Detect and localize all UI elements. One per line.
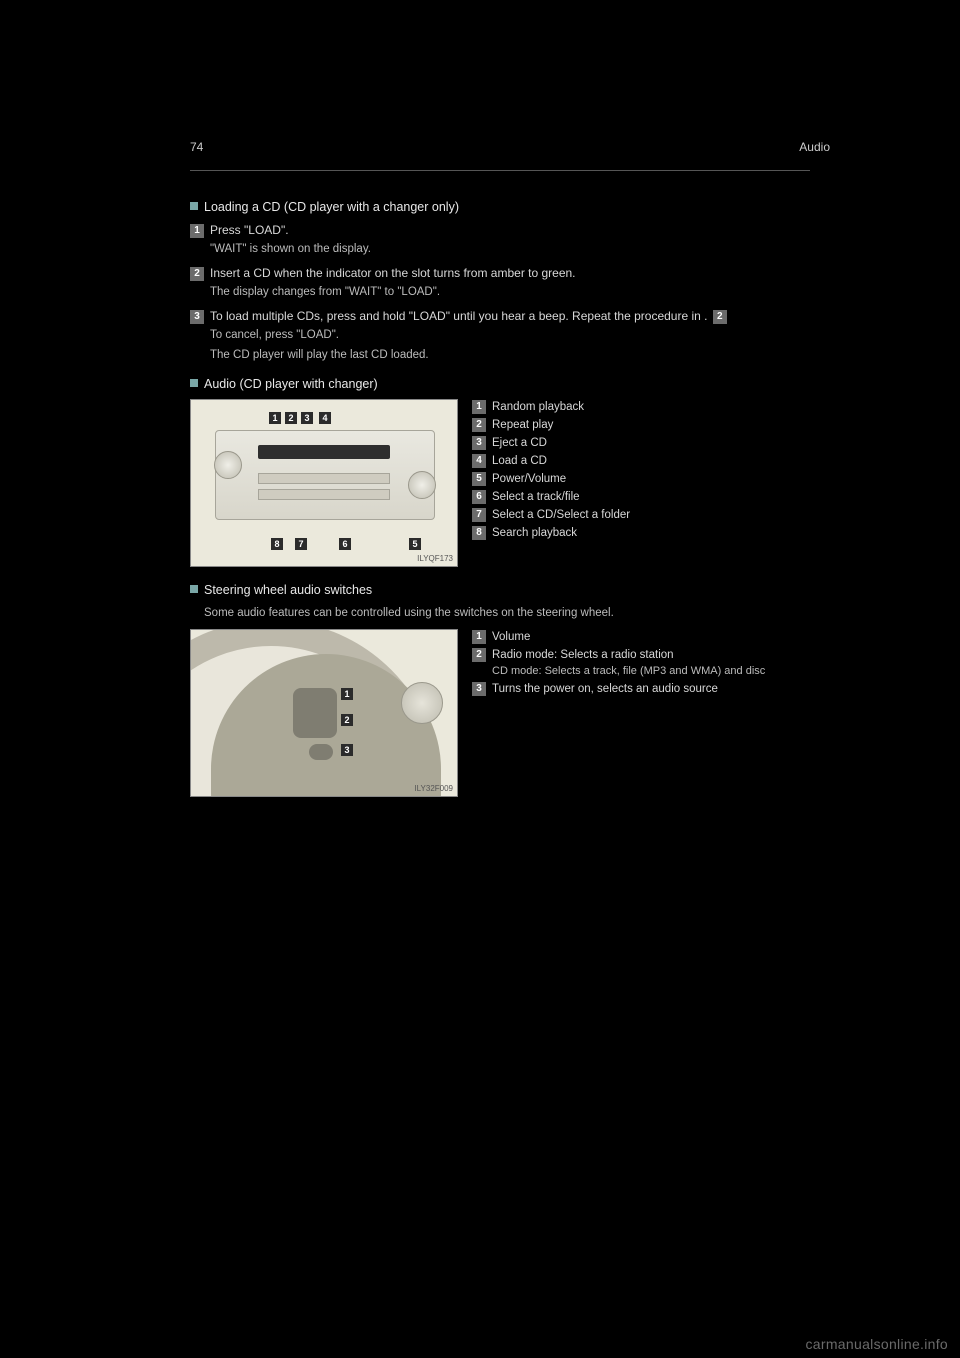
bullet-icon [190, 379, 198, 387]
legend-label: Search playback [492, 527, 577, 539]
section-title-loading-cd: Loading a CD (CD player with a changer o… [190, 200, 810, 214]
figure-head-unit-canvas: 1 2 3 4 8 7 6 5 [191, 400, 457, 566]
legend-head-unit: 1 Random playback 2 Repeat play 3 Eject a C… [472, 399, 810, 567]
step-3-sub1: To cancel, press "LOAD". [210, 327, 810, 343]
figure-steering-canvas: 1 2 3 [191, 630, 457, 796]
figure-callout: 2 [341, 714, 353, 726]
legend-label: Select a track/file [492, 491, 580, 503]
figure-callout: 1 [269, 412, 281, 424]
legend-row: 6 Select a track/file [472, 489, 810, 505]
legend-badge: 3 [472, 436, 486, 450]
disc-slot [258, 445, 390, 459]
section-c-intro: Some audio features can be controlled us… [204, 605, 810, 621]
page-root: 74 Audio Loading a CD (CD player with a … [0, 0, 960, 1358]
head-unit-body [215, 430, 435, 520]
wheel-mode-button [309, 744, 333, 760]
step-1: 1 Press "LOAD". [190, 222, 810, 239]
legend-badge: 7 [472, 508, 486, 522]
legend-row: 8 Search playback [472, 525, 810, 541]
legend-badge: 2 [472, 648, 486, 662]
figure-id: ILYQF173 [417, 554, 453, 563]
section-title-text: Steering wheel audio switches [204, 583, 372, 597]
legend-badge: 8 [472, 526, 486, 540]
figure-callout: 3 [301, 412, 313, 424]
section-title-text: Audio (CD player with changer) [204, 377, 378, 391]
step-2: 2 Insert a CD when the indicator on the s… [190, 265, 810, 282]
legend-label: Eject a CD [492, 437, 547, 449]
legend-row: 2 Repeat play [472, 417, 810, 433]
figure-callout: 8 [271, 538, 283, 550]
section-b-columns: 1 2 3 4 8 7 6 5 ILYQF173 1 Random playbac… [190, 399, 810, 567]
legend-subtext: CD mode: Selects a track, file (MP3 and … [492, 665, 810, 677]
page-header: 74 Audio [190, 140, 830, 154]
step-1-sub: "WAIT" is shown on the display. [210, 241, 810, 257]
legend-badge: 1 [472, 400, 486, 414]
legend-label: Radio mode: Selects a radio station [492, 649, 674, 661]
figure-id: ILY32F009 [414, 784, 453, 793]
legend-label: Repeat play [492, 419, 553, 431]
section-title-text: Loading a CD (CD player with a changer o… [204, 200, 459, 214]
legend-row: 7 Select a CD/Select a folder [472, 507, 810, 523]
legend-label: Random playback [492, 401, 584, 413]
section-title-steering: Steering wheel audio switches [190, 583, 810, 597]
page-section-title: Audio [799, 140, 830, 154]
knob-left [214, 451, 242, 479]
step-badge: 1 [190, 224, 204, 238]
figure-steering-wheel: 1 2 3 ILY32F009 [190, 629, 458, 797]
legend-row: 3 Eject a CD [472, 435, 810, 451]
legend-label: Power/Volume [492, 473, 566, 485]
legend-label: Turns the power on, selects an audio sou… [492, 683, 718, 695]
legend-badge: 3 [472, 682, 486, 696]
header-divider [190, 170, 810, 171]
figure-callout: 5 [409, 538, 421, 550]
legend-badge: 5 [472, 472, 486, 486]
page-number: 74 [190, 140, 203, 154]
wheel-button-cluster [293, 688, 337, 738]
figure-callout: 6 [339, 538, 351, 550]
step-3: 3 To load multiple CDs, press and hold "L… [190, 308, 810, 325]
legend-badge: 2 [472, 418, 486, 432]
button-row-1 [258, 473, 390, 484]
figure-head-unit: 1 2 3 4 8 7 6 5 ILYQF173 [190, 399, 458, 567]
section-title-audio-changer: Audio (CD player with changer) [190, 377, 810, 391]
figure-callout: 4 [319, 412, 331, 424]
legend-steering: 1 Volume 2 Radio mode: Selects a radio sta… [472, 629, 810, 797]
figure-callout: 1 [341, 688, 353, 700]
wheel-emblem [401, 682, 443, 724]
watermark-text: carmanualsonline.info [806, 1336, 949, 1352]
figure-callout: 7 [295, 538, 307, 550]
step-2-sub: The display changes from "WAIT" to "LOAD… [210, 284, 810, 300]
legend-row: 2 Radio mode: Selects a radio station [472, 647, 810, 663]
bullet-icon [190, 585, 198, 593]
step-badge: 2 [190, 267, 204, 281]
legend-row: 5 Power/Volume [472, 471, 810, 487]
knob-right [408, 471, 436, 499]
legend-label: Volume [492, 631, 530, 643]
bullet-icon [190, 202, 198, 210]
step-text: To load multiple CDs, press and hold "LO… [210, 309, 707, 323]
page-content: Loading a CD (CD player with a changer o… [190, 200, 810, 797]
button-row-2 [258, 489, 390, 500]
legend-row: 4 Load a CD [472, 453, 810, 469]
legend-row: 1 Volume [472, 629, 810, 645]
legend-badge: 1 [472, 630, 486, 644]
step-ref-badge: 2 [713, 310, 727, 324]
legend-row: 1 Random playback [472, 399, 810, 415]
step-badge: 3 [190, 310, 204, 324]
legend-badge: 6 [472, 490, 486, 504]
legend-label: Select a CD/Select a folder [492, 509, 630, 521]
section-c-columns: 1 2 3 ILY32F009 1 Volume 2 Radio mode: Sel… [190, 629, 810, 797]
figure-callout: 3 [341, 744, 353, 756]
step-text: Press "LOAD". [210, 223, 289, 237]
legend-row: 3 Turns the power on, selects an audio so… [472, 681, 810, 697]
legend-label: Load a CD [492, 455, 547, 467]
figure-callout: 2 [285, 412, 297, 424]
step-text: Insert a CD when the indicator on the sl… [210, 266, 576, 280]
legend-badge: 4 [472, 454, 486, 468]
step-3-sub2: The CD player will play the last CD load… [210, 347, 810, 363]
